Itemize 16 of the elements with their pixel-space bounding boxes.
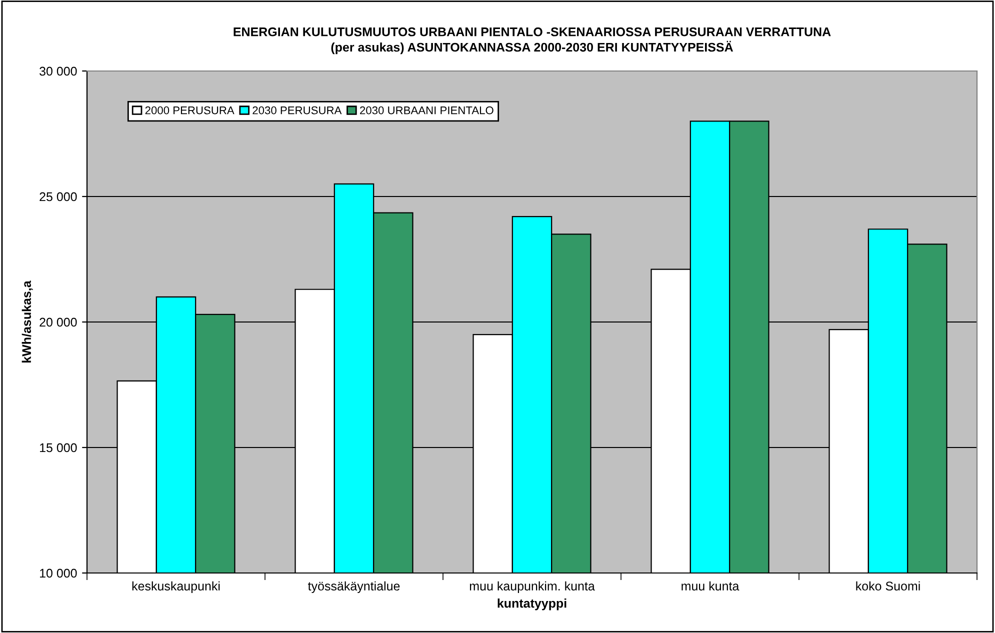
chart-title: ENERGIAN KULUTUSMUUTOS URBAANI PIENTALO -SKENAARIOSSA PERUSURAAN VERRATTUNA (per asukas) ASUNTOKANNASSA 2000-2030 ERI KUNTATYYPEISSÄ bbox=[234, 27, 831, 54]
y-tick-label: 15 000 bbox=[40, 443, 77, 452]
x-tick-label: työssäkäyntialue bbox=[308, 581, 400, 593]
y-tick-label: 25 000 bbox=[40, 192, 77, 202]
x-tick-label: muu kunta bbox=[682, 581, 740, 591]
y-tick-label: 30 000 bbox=[40, 66, 77, 76]
y-axis-title: kWh/asukas,a bbox=[22, 280, 33, 362]
y-tick-label: 20 000 bbox=[40, 318, 77, 327]
x-axis-title: kuntatyyppi bbox=[498, 598, 566, 610]
x-tick-label: muu kaupunkim. kunta bbox=[470, 581, 595, 593]
legend-label: 2030 PERUSURA bbox=[252, 106, 342, 114]
x-tick-label: koko Suomi bbox=[856, 581, 920, 591]
y-tick-label: 10 000 bbox=[40, 568, 77, 578]
legend-label: 2030 URBAANI PIENTALO bbox=[360, 106, 494, 114]
legend-label: 2000 PERUSURA bbox=[145, 106, 234, 114]
x-tick-label: keskuskaupunki bbox=[132, 581, 220, 593]
